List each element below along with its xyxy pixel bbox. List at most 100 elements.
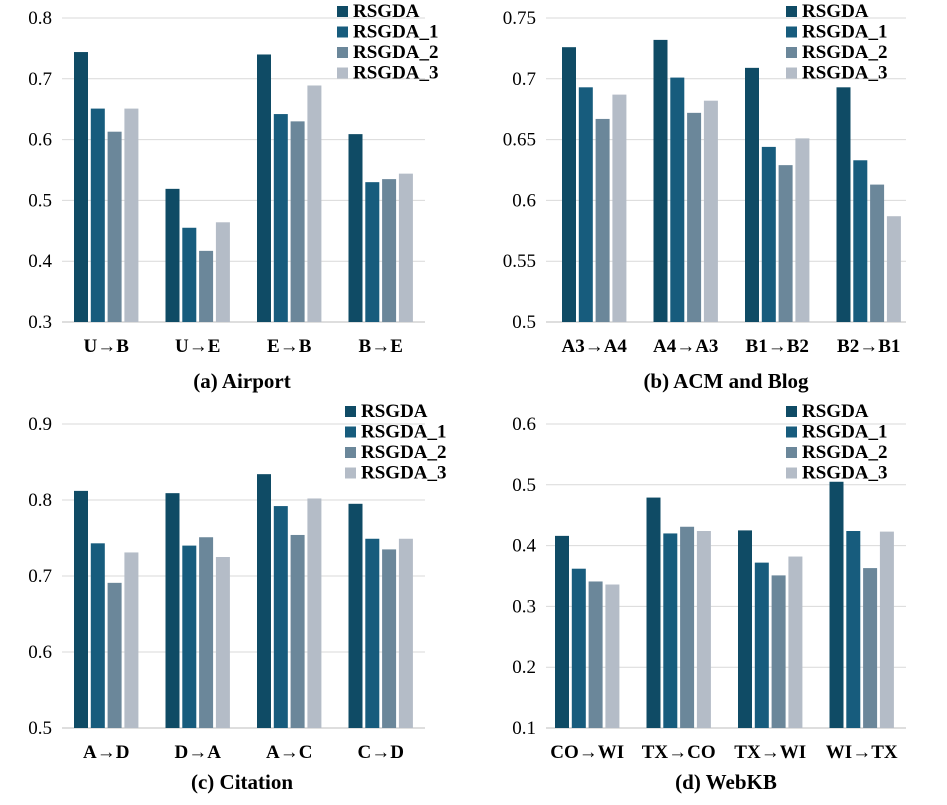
legend-label: RSGDA bbox=[802, 1, 869, 22]
bar-rsgda-2 bbox=[107, 582, 122, 728]
legend-swatch bbox=[345, 447, 356, 458]
bar-rsgda-3 bbox=[795, 138, 810, 322]
x-tick-label: D→A bbox=[174, 742, 221, 763]
legend-swatch bbox=[345, 406, 356, 417]
legend-swatch bbox=[786, 47, 797, 58]
bar-rsgda-1 bbox=[846, 531, 861, 728]
y-tick-label: 0.7 bbox=[512, 69, 536, 90]
bar-rsgda-2 bbox=[199, 537, 214, 728]
x-tick-label: A→D bbox=[83, 742, 129, 763]
y-tick-label: 0.4 bbox=[512, 536, 536, 557]
legend-label: RSGDA bbox=[353, 1, 420, 22]
bar-rsgda-1 bbox=[578, 87, 593, 322]
bar-rsgda-3 bbox=[879, 531, 894, 728]
legend-label: RSGDA_3 bbox=[802, 463, 888, 484]
legend-label: RSGDA_3 bbox=[802, 63, 888, 84]
y-tick-label: 0.6 bbox=[28, 130, 52, 151]
x-tick-label: E→B bbox=[267, 336, 312, 357]
legend-swatch bbox=[345, 426, 356, 438]
bar-rsgda-3 bbox=[703, 100, 718, 322]
bar-rsgda-2 bbox=[680, 526, 695, 728]
legend-swatch bbox=[337, 47, 348, 58]
x-tick-label: A4→A3 bbox=[653, 336, 718, 357]
bar-rsgda-1 bbox=[754, 562, 769, 728]
bar-rsgda bbox=[348, 503, 363, 728]
legend-swatch bbox=[786, 26, 797, 38]
bar-rsgda-1 bbox=[663, 533, 678, 728]
bar-rsgda-2 bbox=[687, 112, 702, 323]
legend-swatch bbox=[337, 6, 348, 17]
bar-rsgda-2 bbox=[595, 118, 610, 322]
x-tick-label: A→C bbox=[266, 742, 312, 763]
bar-rsgda-2 bbox=[382, 549, 397, 728]
bar-rsgda-2 bbox=[199, 250, 214, 322]
chart-panel-2: 0.5 0.55 0.6 0.65 0.7 0.75 A3→A4 A4→A3 B1→B2 B2→B… bbox=[503, 1, 906, 393]
legend-swatch bbox=[786, 447, 797, 458]
chart-panel-1: 0.30.40.50.60.70.8U→B U→E E→B B→ERSGDARSGDA… bbox=[28, 1, 438, 393]
x-tick-label: WI→TX bbox=[826, 742, 898, 763]
bar-rsgda-1 bbox=[90, 108, 105, 322]
y-tick-label: 0.55 bbox=[503, 251, 536, 272]
bar-rsgda-2 bbox=[382, 179, 397, 322]
legend-swatch bbox=[345, 467, 356, 479]
x-tick-label: B2→B1 bbox=[837, 336, 900, 357]
bar-rsgda-3 bbox=[124, 108, 139, 322]
bar-rsgda bbox=[646, 497, 661, 728]
bar-rsgda-2 bbox=[863, 568, 878, 728]
x-tick-label: U→B bbox=[83, 336, 129, 357]
legend-label: RSGDA_2 bbox=[802, 42, 888, 63]
bar-rsgda-1 bbox=[90, 543, 105, 728]
bar-rsgda-2 bbox=[588, 581, 603, 728]
legend-label: RSGDA_1 bbox=[353, 22, 439, 43]
y-tick-label: 0.5 bbox=[512, 312, 536, 333]
y-tick-label: 0.4 bbox=[28, 251, 52, 272]
legend-swatch bbox=[337, 67, 348, 79]
x-tick-label: CO→WI bbox=[550, 742, 624, 763]
y-tick-label: 0.5 bbox=[512, 475, 536, 496]
bar-rsgda bbox=[836, 87, 851, 322]
legend-label: RSGDA bbox=[802, 401, 869, 422]
bar-rsgda-2 bbox=[107, 131, 122, 322]
bar-rsgda-3 bbox=[788, 556, 803, 728]
bar-rsgda-1 bbox=[670, 77, 685, 322]
bar-rsgda-3 bbox=[307, 498, 322, 728]
bar-rsgda-1 bbox=[761, 146, 776, 322]
bar-rsgda bbox=[74, 52, 88, 322]
legend-label: RSGDA_3 bbox=[361, 463, 447, 484]
bar-rsgda-3 bbox=[605, 584, 620, 728]
bar-rsgda-1 bbox=[571, 568, 586, 728]
legend-swatch bbox=[786, 467, 797, 479]
bar-rsgda-1 bbox=[182, 227, 197, 322]
legend-label: RSGDA_3 bbox=[353, 63, 439, 84]
bar-rsgda-2 bbox=[290, 121, 305, 322]
legend-label: RSGDA_1 bbox=[361, 422, 447, 443]
bar-rsgda bbox=[257, 474, 271, 728]
y-tick-label: 0.5 bbox=[28, 190, 52, 211]
x-tick-label: A3→A4 bbox=[561, 336, 627, 357]
y-tick-label: 0.65 bbox=[503, 130, 536, 151]
legend-label: RSGDA_1 bbox=[802, 422, 888, 443]
bar-rsgda-2 bbox=[870, 184, 885, 322]
x-tick-label: B→E bbox=[359, 336, 403, 357]
legend-label: RSGDA_2 bbox=[361, 442, 447, 463]
bar-rsgda-1 bbox=[853, 160, 868, 322]
legend-label: RSGDA_1 bbox=[802, 22, 888, 43]
bar-rsgda-2 bbox=[778, 165, 793, 322]
chart-panel-4: 0.1 0.2 0.3 0.4 0.5 0.6 CO→WI TX→CO TX→WI WI→TX RS… bbox=[512, 401, 906, 794]
y-tick-label: 0.75 bbox=[503, 8, 536, 29]
y-tick-label: 0.6 bbox=[512, 414, 536, 435]
legend-swatch bbox=[786, 426, 797, 438]
x-tick-label: C→D bbox=[357, 742, 403, 763]
y-tick-label: 0.3 bbox=[28, 312, 52, 333]
bar-rsgda-3 bbox=[215, 557, 230, 728]
bar-rsgda bbox=[562, 47, 576, 323]
x-tick-label: TX→WI bbox=[734, 742, 806, 763]
y-tick-label: 0.7 bbox=[28, 69, 52, 90]
y-tick-label: 0.6 bbox=[512, 190, 536, 211]
y-tick-label: 0.9 bbox=[28, 414, 52, 435]
y-tick-label: 0.5 bbox=[28, 718, 52, 739]
legend-swatch bbox=[786, 67, 797, 79]
x-tick-label: B1→B2 bbox=[746, 336, 809, 357]
bar-rsgda bbox=[257, 54, 271, 322]
